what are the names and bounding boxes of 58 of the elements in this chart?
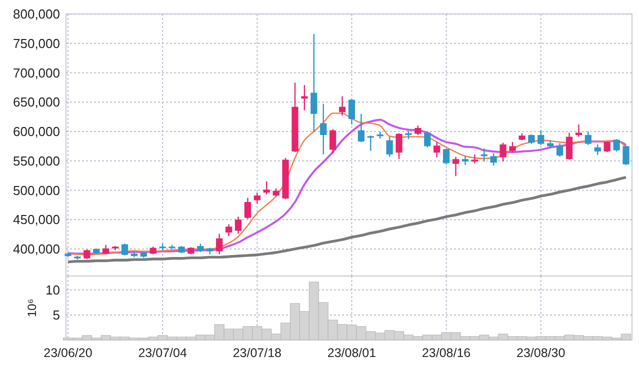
y-axis-title: 10⁶ — [25, 298, 39, 318]
candlestick — [442, 148, 450, 165]
y-tick-label: 650,000 — [13, 94, 60, 110]
candlestick — [575, 124, 582, 138]
y-tick-label: 500,000 — [13, 182, 60, 198]
candlestick — [604, 140, 610, 153]
y-tick-label: 5 — [52, 308, 60, 323]
y-tick-label: 550,000 — [13, 153, 60, 168]
x-tick-label: 23/08/30 — [516, 346, 566, 360]
candlestick — [367, 135, 374, 152]
candlestick — [622, 144, 630, 166]
candlestick — [244, 197, 252, 220]
candlestick — [84, 248, 90, 260]
candlestick — [613, 138, 620, 152]
candlestick — [584, 130, 592, 146]
x-tick-label: 23/08/01 — [327, 346, 376, 360]
y-tick-label: 10 — [46, 282, 60, 298]
candlestick — [566, 132, 573, 160]
candlestick — [121, 243, 128, 256]
candlestick — [396, 132, 402, 160]
candlestick — [471, 154, 478, 164]
x-tick-label: 23/06/20 — [44, 346, 92, 360]
candlestick — [216, 233, 223, 255]
candlestick — [386, 136, 393, 158]
candlestick — [500, 142, 506, 162]
candlestick — [358, 113, 364, 143]
candlestick — [556, 142, 564, 158]
candlestick — [102, 244, 110, 255]
y-tick-label: 600,000 — [13, 124, 60, 140]
candlestick — [234, 216, 242, 234]
y-tick-label: 700,000 — [13, 65, 60, 80]
candlestick — [528, 134, 535, 144]
y-tick-label: 750,000 — [13, 36, 60, 51]
candlestick — [348, 98, 356, 126]
y-tick-label: 800,000 — [13, 6, 60, 22]
candlestick — [414, 125, 422, 136]
candlestick — [509, 141, 516, 154]
candlestick — [338, 96, 346, 116]
line-series — [66, 176, 628, 264]
candlestick — [594, 144, 601, 156]
candlestick — [320, 103, 327, 155]
candlestick — [424, 131, 431, 148]
x-tick-label: 23/08/16 — [422, 346, 471, 360]
candlestick — [263, 180, 270, 195]
x-tick-label: 23/07/04 — [138, 346, 187, 360]
candlestick — [310, 33, 318, 132]
candlestick — [330, 128, 336, 154]
candlestick — [434, 141, 440, 158]
x-tick-label: 23/07/18 — [232, 346, 282, 360]
y-tick-label: 450,000 — [13, 212, 60, 228]
candlestick — [254, 192, 260, 204]
candlestick — [462, 154, 469, 166]
candlestick — [538, 130, 544, 146]
candlestick — [301, 84, 308, 111]
candlestick — [490, 152, 497, 166]
candlestick — [225, 224, 232, 237]
candlestick — [452, 156, 460, 177]
y-tick-label: 400,000 — [13, 242, 60, 257]
